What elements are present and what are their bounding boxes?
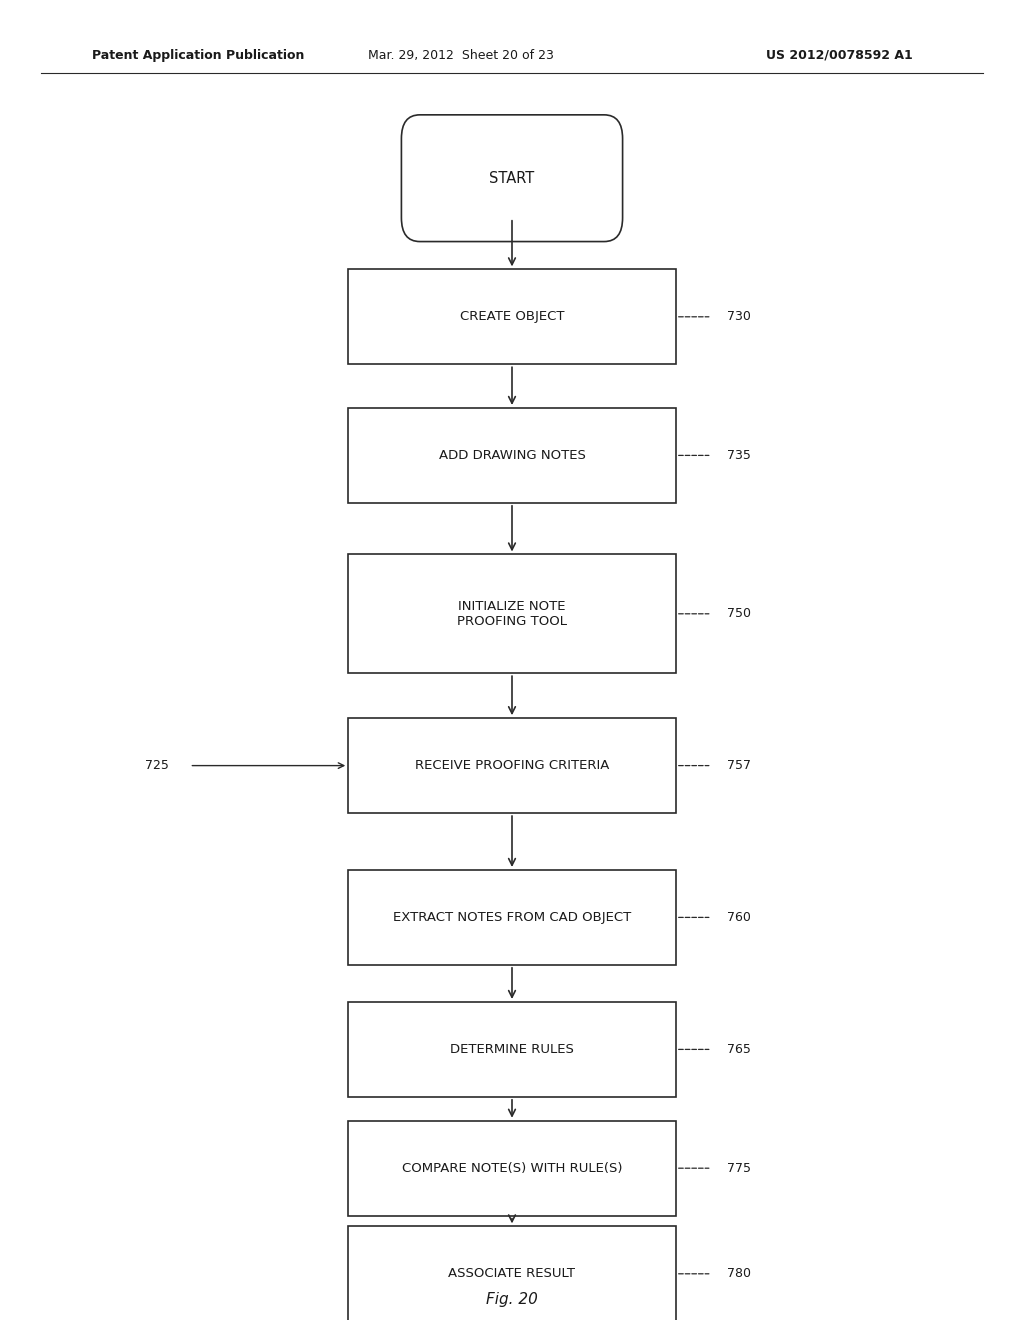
Text: 757: 757 bbox=[727, 759, 751, 772]
Text: US 2012/0078592 A1: US 2012/0078592 A1 bbox=[766, 49, 913, 62]
Text: COMPARE NOTE(S) WITH RULE(S): COMPARE NOTE(S) WITH RULE(S) bbox=[401, 1162, 623, 1175]
Text: 775: 775 bbox=[727, 1162, 751, 1175]
Text: ADD DRAWING NOTES: ADD DRAWING NOTES bbox=[438, 449, 586, 462]
FancyBboxPatch shape bbox=[348, 1226, 676, 1320]
Text: 765: 765 bbox=[727, 1043, 751, 1056]
Text: START: START bbox=[489, 170, 535, 186]
FancyBboxPatch shape bbox=[348, 554, 676, 673]
Text: ASSOCIATE RESULT: ASSOCIATE RESULT bbox=[449, 1267, 575, 1280]
FancyBboxPatch shape bbox=[348, 408, 676, 503]
Text: 735: 735 bbox=[727, 449, 751, 462]
Text: 725: 725 bbox=[145, 759, 169, 772]
Text: DETERMINE RULES: DETERMINE RULES bbox=[451, 1043, 573, 1056]
Text: Fig. 20: Fig. 20 bbox=[486, 1292, 538, 1307]
Text: RECEIVE PROOFING CRITERIA: RECEIVE PROOFING CRITERIA bbox=[415, 759, 609, 772]
FancyBboxPatch shape bbox=[348, 269, 676, 364]
Text: 750: 750 bbox=[727, 607, 751, 620]
FancyBboxPatch shape bbox=[348, 870, 676, 965]
FancyBboxPatch shape bbox=[348, 1121, 676, 1216]
FancyBboxPatch shape bbox=[348, 1002, 676, 1097]
Text: 730: 730 bbox=[727, 310, 751, 323]
Text: 780: 780 bbox=[727, 1267, 751, 1280]
FancyBboxPatch shape bbox=[401, 115, 623, 242]
Text: EXTRACT NOTES FROM CAD OBJECT: EXTRACT NOTES FROM CAD OBJECT bbox=[393, 911, 631, 924]
Text: 760: 760 bbox=[727, 911, 751, 924]
Text: INITIALIZE NOTE
PROOFING TOOL: INITIALIZE NOTE PROOFING TOOL bbox=[457, 599, 567, 628]
Text: Mar. 29, 2012  Sheet 20 of 23: Mar. 29, 2012 Sheet 20 of 23 bbox=[368, 49, 554, 62]
Text: Patent Application Publication: Patent Application Publication bbox=[92, 49, 304, 62]
Text: CREATE OBJECT: CREATE OBJECT bbox=[460, 310, 564, 323]
FancyBboxPatch shape bbox=[348, 718, 676, 813]
